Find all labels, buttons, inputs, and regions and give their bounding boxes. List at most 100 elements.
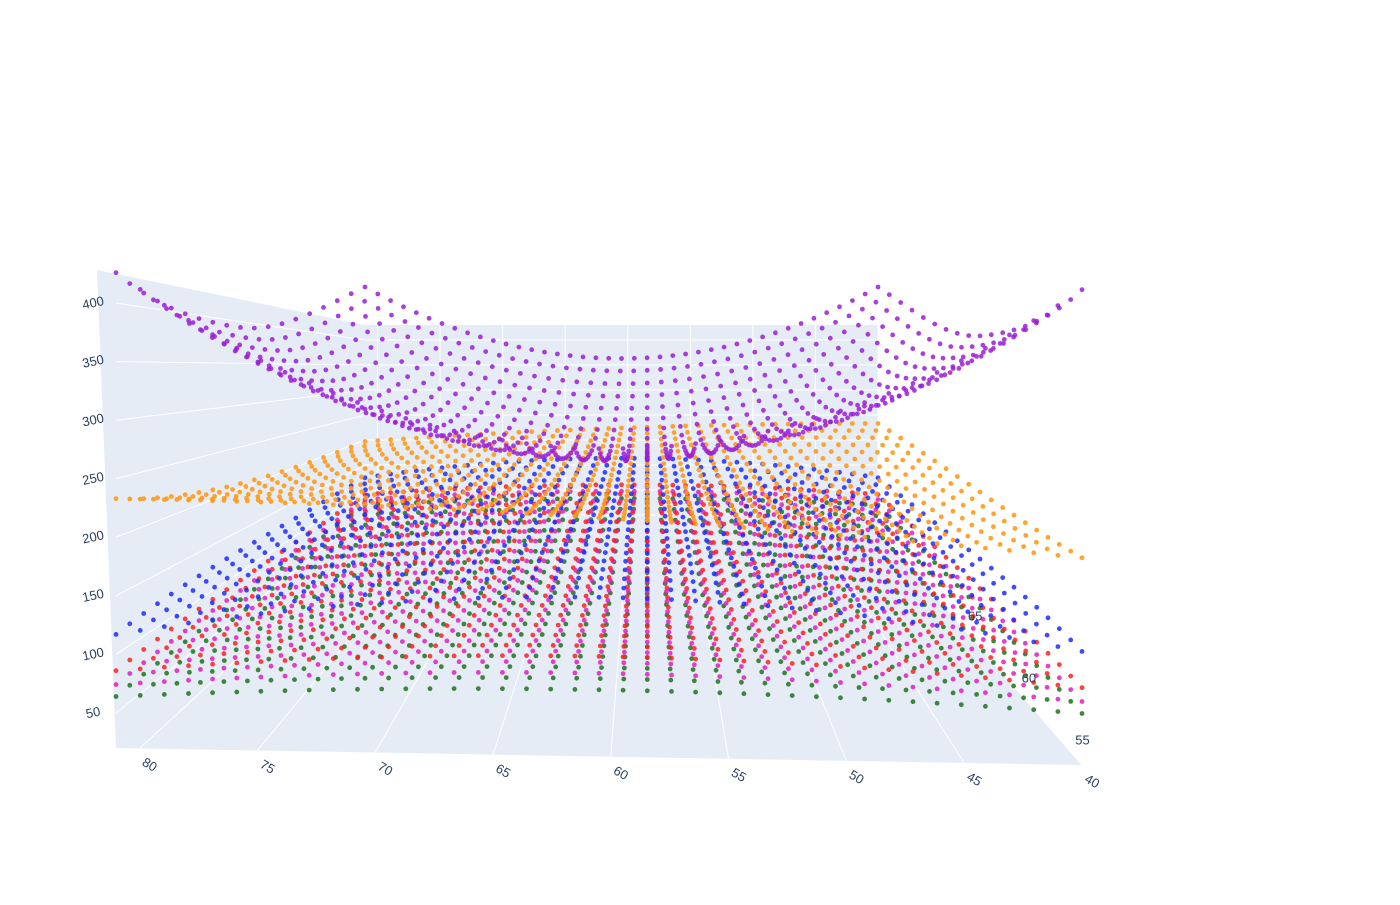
point-series-0: [483, 467, 489, 473]
point-series-4: [445, 453, 451, 459]
point-series-5: [738, 353, 744, 359]
point-series-2: [362, 660, 368, 666]
point-series-4: [537, 472, 543, 478]
point-series-0: [834, 520, 840, 525]
point-series-4: [395, 465, 401, 470]
point-series-0: [362, 592, 368, 598]
point-series-4: [718, 479, 724, 485]
point-series-5: [789, 422, 795, 428]
point-series-4: [744, 461, 750, 467]
point-series-0: [598, 484, 604, 489]
point-series-0: [782, 585, 787, 591]
point-series-0: [224, 575, 230, 581]
point-series-4: [950, 495, 956, 501]
point-series-0: [386, 515, 392, 521]
point-series-5: [289, 367, 295, 373]
point-series-4: [644, 461, 650, 466]
point-series-1: [770, 609, 776, 614]
point-series-0: [233, 581, 239, 587]
point-series-4: [817, 512, 823, 518]
point-series-1: [954, 565, 960, 571]
point-series-3: [300, 604, 306, 610]
point-series-4: [602, 438, 608, 443]
point-series-1: [298, 618, 304, 624]
point-series-2: [922, 592, 927, 597]
point-series-1: [702, 577, 707, 582]
point-series-5: [548, 443, 554, 449]
point-series-3: [809, 682, 815, 688]
point-series-3: [296, 565, 301, 570]
point-series-1: [363, 615, 369, 621]
point-series-2: [503, 659, 509, 664]
point-series-0: [480, 586, 485, 591]
point-series-4: [430, 454, 435, 460]
point-series-2: [927, 562, 932, 568]
point-series-0: [644, 568, 650, 573]
point-series-3: [747, 530, 753, 535]
point-series-4: [564, 433, 569, 439]
point-series-2: [685, 609, 691, 615]
point-series-4: [862, 421, 868, 426]
point-series-4: [622, 506, 628, 512]
point-series-4: [909, 506, 915, 512]
point-series-2: [880, 671, 885, 677]
point-series-2: [570, 577, 576, 583]
point-series-2: [947, 644, 953, 650]
point-series-3: [451, 686, 457, 691]
point-series-2: [455, 559, 461, 565]
point-series-2: [794, 553, 799, 559]
point-series-0: [334, 491, 340, 497]
point-series-2: [415, 589, 421, 595]
point-series-3: [926, 655, 931, 661]
point-series-4: [275, 480, 280, 485]
point-series-0: [511, 567, 517, 573]
point-series-4: [721, 448, 727, 454]
point-series-0: [232, 597, 238, 603]
point-series-4: [466, 472, 471, 478]
point-series-5: [1000, 330, 1006, 336]
point-series-3: [541, 569, 547, 575]
point-series-4: [151, 496, 156, 502]
point-series-0: [630, 477, 635, 482]
point-series-5: [687, 376, 692, 382]
point-series-0: [748, 511, 753, 517]
point-series-4: [113, 496, 119, 501]
point-series-5: [574, 450, 580, 456]
point-series-3: [756, 658, 761, 664]
point-series-0: [310, 579, 316, 585]
z-tick-label: 100: [81, 644, 105, 663]
point-series-2: [893, 559, 899, 565]
point-series-0: [683, 529, 688, 535]
point-series-2: [664, 589, 669, 594]
point-series-0: [839, 574, 845, 579]
point-series-0: [466, 516, 471, 521]
point-series-5: [824, 310, 830, 316]
point-series-0: [785, 464, 791, 469]
point-series-2: [875, 497, 881, 502]
point-series-2: [447, 598, 453, 604]
point-series-1: [861, 624, 866, 630]
point-series-5: [533, 410, 538, 416]
point-series-3: [917, 644, 923, 650]
point-series-0: [798, 494, 803, 500]
point-series-3: [312, 564, 318, 570]
point-series-3: [416, 510, 421, 515]
point-series-2: [856, 670, 862, 675]
point-series-4: [400, 489, 406, 495]
point-series-1: [662, 557, 668, 563]
point-series-4: [386, 469, 392, 475]
point-series-5: [497, 448, 503, 453]
point-series-4: [288, 496, 294, 502]
point-series-5: [278, 366, 283, 371]
point-series-3: [760, 498, 765, 503]
point-series-1: [404, 568, 410, 574]
point-series-4: [1023, 533, 1029, 538]
point-series-2: [256, 586, 262, 592]
point-series-0: [438, 511, 443, 516]
point-series-4: [465, 432, 470, 438]
point-series-1: [662, 548, 667, 553]
point-series-3: [485, 549, 490, 555]
point-series-0: [502, 543, 507, 548]
